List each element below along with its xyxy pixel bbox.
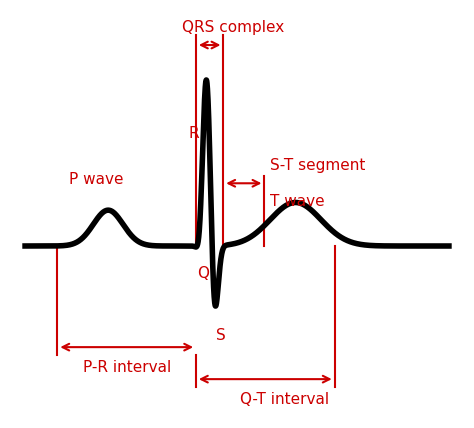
Text: P-R interval: P-R interval bbox=[82, 360, 171, 375]
Text: Q: Q bbox=[198, 267, 210, 282]
Text: QRS complex: QRS complex bbox=[182, 20, 284, 35]
Text: P wave: P wave bbox=[69, 172, 124, 187]
Text: S-T segment: S-T segment bbox=[270, 158, 365, 173]
Text: R: R bbox=[189, 126, 200, 141]
Text: S: S bbox=[216, 328, 226, 343]
Text: Q-T interval: Q-T interval bbox=[240, 392, 329, 407]
Text: T wave: T wave bbox=[270, 194, 325, 209]
